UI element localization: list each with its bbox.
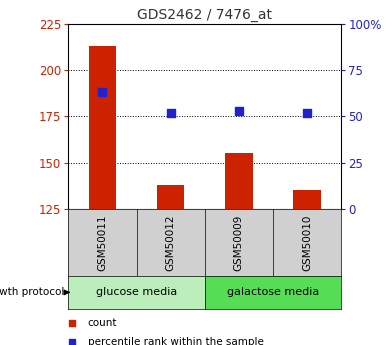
Point [69,320,75,325]
Text: count: count [88,318,117,327]
Text: glucose media: glucose media [96,287,177,297]
Text: GSM50010: GSM50010 [302,214,312,270]
Text: growth protocol: growth protocol [0,287,64,297]
Bar [225,153,253,209]
Text: GSM50011: GSM50011 [98,214,107,270]
Text: galactose media: galactose media [227,287,319,297]
Point [304,110,310,116]
Bar [89,46,116,209]
Text: GSM50009: GSM50009 [234,214,244,270]
Text: percentile rank within the sample: percentile rank within the sample [88,337,264,345]
Title: GDS2462 / 7476_at: GDS2462 / 7476_at [137,8,272,22]
Point [69,339,75,344]
Point [168,110,174,116]
Point [236,108,242,114]
Point [99,90,105,95]
Bar [294,190,321,209]
Bar [157,185,184,209]
Text: GSM50012: GSM50012 [166,214,176,270]
